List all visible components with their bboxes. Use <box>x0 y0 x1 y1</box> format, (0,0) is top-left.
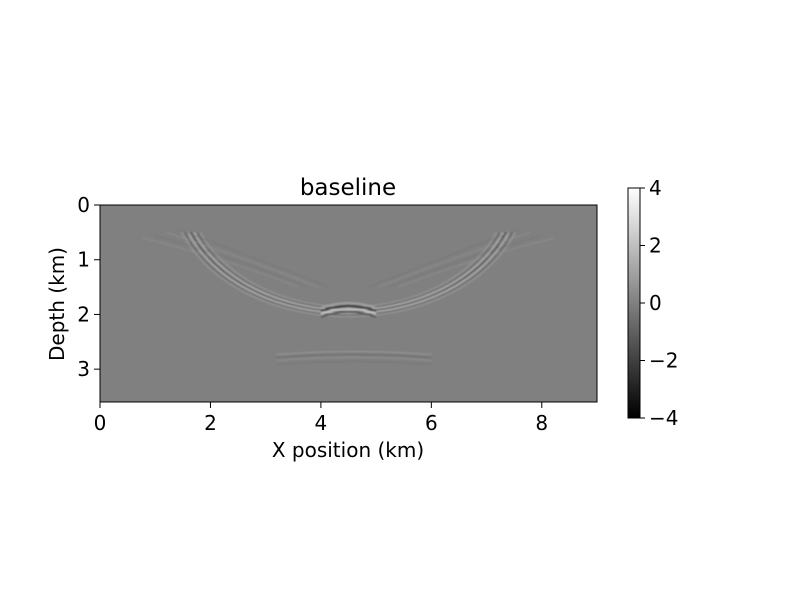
wavefront-inner <box>398 237 555 288</box>
colorbar-ticks: 4 2 0 −2 −4 <box>640 176 678 430</box>
x-axis: 0 2 4 6 8 <box>94 402 548 435</box>
seismic-image <box>142 229 555 366</box>
colorbar-tick-label: 4 <box>649 176 662 200</box>
deep-reflector <box>276 353 432 359</box>
wavefront-inner <box>154 234 309 288</box>
x-tick-label: 8 <box>535 411 548 435</box>
focal-reflector <box>320 307 377 315</box>
wavefront-inner <box>166 231 319 288</box>
wavefront-inner <box>388 234 543 288</box>
focal-reflector <box>320 301 377 309</box>
y-axis-label: Depth (km) <box>45 247 69 361</box>
x-tick-label: 2 <box>204 411 217 435</box>
y-tick-label: 0 <box>77 193 90 217</box>
wavefront-inner <box>142 237 299 288</box>
colorbar-tick-label: −2 <box>649 349 678 373</box>
colorbar-tick-label: 2 <box>649 234 662 258</box>
y-tick-label: 1 <box>77 248 90 272</box>
deep-reflector <box>276 350 432 356</box>
chart-title: baseline <box>300 175 396 201</box>
focal-reflector <box>320 310 377 318</box>
colorbar <box>627 187 641 419</box>
deep-reflector <box>276 360 432 366</box>
y-tick-label: 3 <box>77 357 90 381</box>
colorbar-tick-label: −4 <box>649 406 678 430</box>
wavefront-inner <box>178 229 329 288</box>
focal-reflector <box>320 304 377 312</box>
deep-reflector <box>276 356 432 362</box>
x-tick-label: 0 <box>94 411 107 435</box>
wavefront-arc <box>187 231 510 315</box>
x-tick-label: 6 <box>425 411 438 435</box>
wavefront-arc <box>184 231 513 316</box>
wavefront-arc <box>193 231 504 311</box>
y-axis: 0 1 2 3 <box>77 193 100 381</box>
colorbar-tick-label: 0 <box>649 291 662 315</box>
wavefront-arc <box>181 231 516 318</box>
plot-frame <box>99 204 598 403</box>
wavefront-inner <box>368 229 519 288</box>
x-axis-label: X position (km) <box>272 438 424 462</box>
wavefront-inner <box>378 231 531 288</box>
x-tick-label: 4 <box>315 411 328 435</box>
y-tick-label: 2 <box>77 302 90 326</box>
